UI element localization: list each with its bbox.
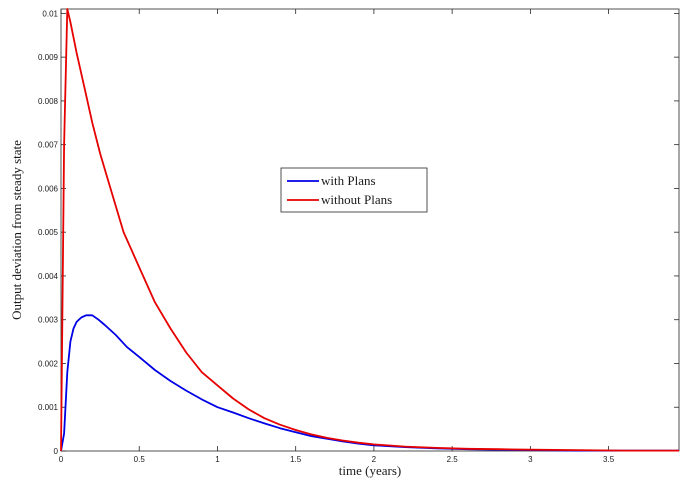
y-tick-label: 0.009: [38, 53, 59, 62]
x-axis: 0 0.5 1 1.5 2 2.5 3 3.5: [59, 9, 615, 464]
series-layer: [60, 8, 679, 452]
x-tick-label: 3: [528, 455, 533, 464]
y-tick-label: 0.005: [38, 228, 59, 237]
y-axis-title: Output deviation from steady state: [9, 140, 24, 320]
series-line-without-plans: [60, 8, 679, 452]
x-tick-label: 2.5: [447, 455, 459, 464]
plot-area: [60, 8, 680, 452]
y-tick-label: 0.001: [38, 403, 59, 412]
y-tick-label: 0.008: [38, 97, 59, 106]
x-tick-label: 0: [59, 455, 64, 464]
x-tick-label: 3.5: [603, 455, 615, 464]
x-tick-label: 1: [215, 455, 220, 464]
y-tick-label: 0.004: [38, 272, 59, 281]
legend-box: [280, 167, 428, 213]
y-axis: 0 0.001 0.002 0.003 0.004 0.005 0.006 0.007 0.00…: [38, 9, 679, 456]
legend-label: with Plans: [321, 173, 376, 188]
y-tick-label: 0.002: [38, 359, 59, 368]
y-tick-label: 0.003: [38, 316, 59, 325]
legend: with Plans without Plans: [280, 167, 428, 213]
plot-frame: [60, 8, 680, 452]
x-tick-label: 0.5: [134, 455, 146, 464]
y-tick-label: 0.006: [38, 184, 59, 193]
y-tick-label: 0.01: [42, 9, 58, 18]
x-tick-label: 1.5: [290, 455, 302, 464]
legend-label: without Plans: [321, 192, 392, 207]
y-tick-label: 0: [54, 447, 59, 456]
y-tick-label: 0.007: [38, 141, 59, 150]
x-tick-label: 2: [372, 455, 377, 464]
x-axis-title: time (years): [339, 463, 401, 478]
